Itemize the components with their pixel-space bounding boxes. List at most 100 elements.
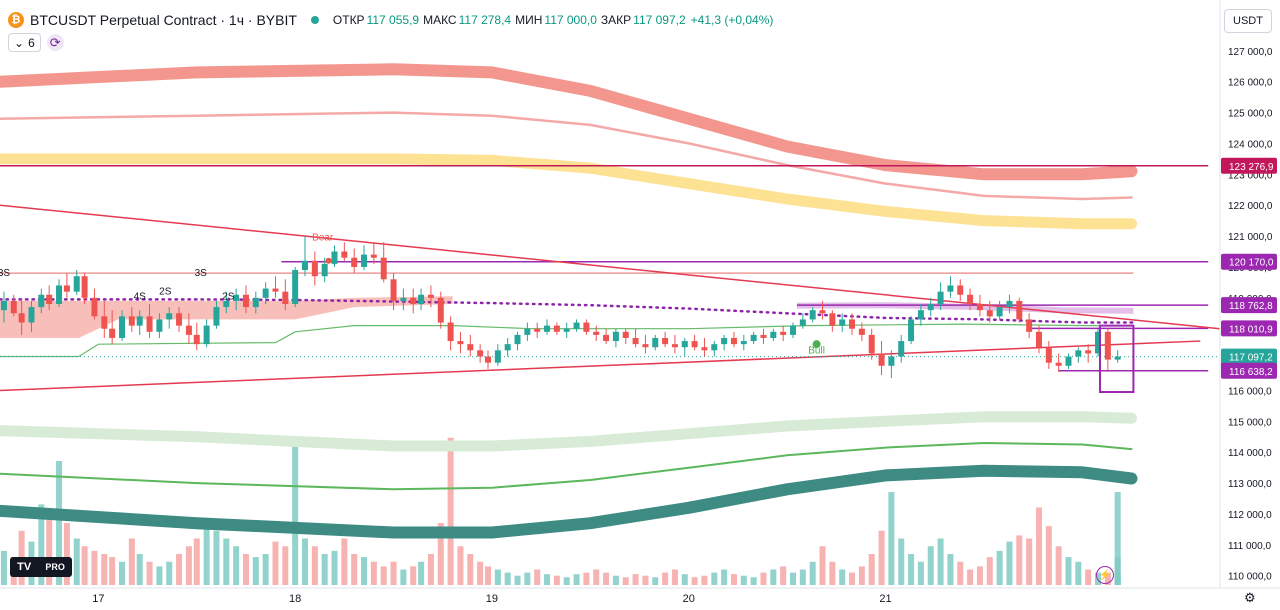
candle-body bbox=[28, 307, 35, 323]
candle-body bbox=[1055, 362, 1062, 366]
candle-body bbox=[573, 322, 580, 329]
volume-bar bbox=[927, 546, 934, 585]
candle-body bbox=[1085, 350, 1092, 354]
candle-body bbox=[740, 341, 747, 345]
candle-body bbox=[799, 319, 806, 326]
candle-body bbox=[868, 334, 875, 354]
volume-bar bbox=[1085, 569, 1092, 585]
y-tick-label: 123 000,0 bbox=[1228, 170, 1273, 181]
candle-body bbox=[878, 353, 885, 366]
volume-bar bbox=[662, 572, 669, 585]
volume-bar bbox=[711, 572, 718, 585]
candle-body bbox=[390, 279, 397, 301]
price-tag bbox=[1221, 253, 1277, 270]
volume-bar bbox=[485, 566, 491, 585]
candle-body bbox=[370, 254, 377, 258]
volume-bar bbox=[1055, 546, 1062, 585]
lightning-icon[interactable]: ⚡ bbox=[1096, 566, 1114, 584]
volume-bar bbox=[467, 554, 474, 585]
sync-icon[interactable]: ⟳ bbox=[46, 34, 64, 51]
x-tick-label: 18 bbox=[289, 593, 301, 605]
y-tick-label: 113 000,0 bbox=[1228, 479, 1272, 490]
candle-body bbox=[671, 344, 678, 348]
low-value: 117 000,0 bbox=[544, 13, 597, 27]
candle-body bbox=[213, 307, 220, 326]
high-label: МАКС bbox=[423, 13, 457, 27]
indicators-toggle-button[interactable]: ⌄ 6 bbox=[8, 33, 41, 52]
candle-body bbox=[81, 276, 88, 298]
y-tick-label: 116 000,0 bbox=[1228, 386, 1272, 397]
moving-average-band bbox=[0, 63, 1138, 181]
volume-bar bbox=[671, 569, 678, 585]
symbol-title[interactable]: BTCUSDT Perpetual Contract · 1ч · BYBIT bbox=[30, 12, 297, 28]
volume-bar bbox=[331, 550, 338, 585]
volume-bar bbox=[109, 557, 116, 585]
candle-body bbox=[1045, 347, 1052, 363]
tradingview-logo: TV PRO bbox=[10, 557, 72, 577]
candle-body bbox=[858, 328, 865, 335]
candle-body bbox=[101, 316, 108, 329]
volume-bar bbox=[81, 546, 88, 585]
candle-body bbox=[681, 341, 688, 348]
volume-bar bbox=[593, 569, 600, 585]
volume-bar bbox=[652, 577, 659, 585]
candle-body bbox=[46, 294, 53, 305]
volume-bar bbox=[504, 572, 511, 585]
volume-bar bbox=[146, 561, 153, 585]
open-label: ОТКР bbox=[332, 13, 365, 27]
volume-bar bbox=[603, 572, 610, 585]
volume-bar bbox=[868, 554, 875, 585]
bear-signal-dot bbox=[325, 257, 332, 264]
volume-bar bbox=[976, 566, 983, 585]
candle-body bbox=[1095, 331, 1101, 354]
candle-body bbox=[701, 347, 708, 351]
candle-body bbox=[544, 325, 551, 332]
volume-bar bbox=[242, 554, 249, 585]
volume-bar bbox=[524, 572, 531, 585]
x-tick-label: 21 bbox=[879, 593, 891, 605]
settings-gear-icon[interactable]: ⚙ bbox=[1244, 590, 1256, 605]
candle-body bbox=[136, 316, 143, 326]
candle-body bbox=[603, 334, 610, 342]
volume-bar bbox=[341, 538, 348, 585]
candle-body bbox=[534, 328, 541, 332]
volume-bar bbox=[282, 546, 289, 585]
volume-bar bbox=[380, 566, 387, 585]
volume-bar bbox=[223, 538, 230, 585]
candle-body bbox=[612, 331, 619, 342]
candle-body bbox=[18, 313, 25, 323]
price-tag-label: 120 170,0 bbox=[1229, 258, 1274, 269]
volume-bar bbox=[1016, 535, 1023, 585]
tv-logo-text: TV bbox=[17, 561, 32, 573]
volume-bar bbox=[427, 554, 434, 585]
candle-body bbox=[341, 251, 348, 258]
candle-body bbox=[91, 297, 98, 317]
volume-bar bbox=[233, 546, 240, 585]
currency-selector[interactable]: USDT bbox=[1224, 9, 1272, 33]
moving-average-band bbox=[0, 442, 1133, 491]
volume-bar bbox=[119, 561, 125, 585]
candle-body bbox=[467, 344, 474, 351]
candle-body bbox=[351, 257, 358, 267]
indicators-count: 6 bbox=[28, 35, 35, 50]
price-tag-label: 117 097,2 bbox=[1229, 353, 1273, 364]
candle-body bbox=[292, 270, 299, 305]
volume-bar bbox=[701, 575, 708, 585]
volume-bar bbox=[400, 569, 407, 585]
volume-bar bbox=[819, 546, 826, 585]
candle-body bbox=[622, 331, 629, 338]
y-tick-label: 114 000,0 bbox=[1228, 448, 1272, 459]
candle-body bbox=[193, 334, 200, 345]
volume-bar bbox=[553, 575, 560, 585]
candle-body bbox=[898, 341, 905, 357]
price-tag bbox=[1221, 157, 1277, 174]
candle-body bbox=[203, 325, 210, 345]
y-tick-label: 115 000,0 bbox=[1228, 417, 1272, 428]
candle-body bbox=[242, 294, 249, 308]
volume-bar bbox=[203, 523, 210, 585]
volume-bar bbox=[321, 554, 328, 585]
candle-body bbox=[996, 307, 1003, 317]
candle-body bbox=[166, 313, 173, 320]
